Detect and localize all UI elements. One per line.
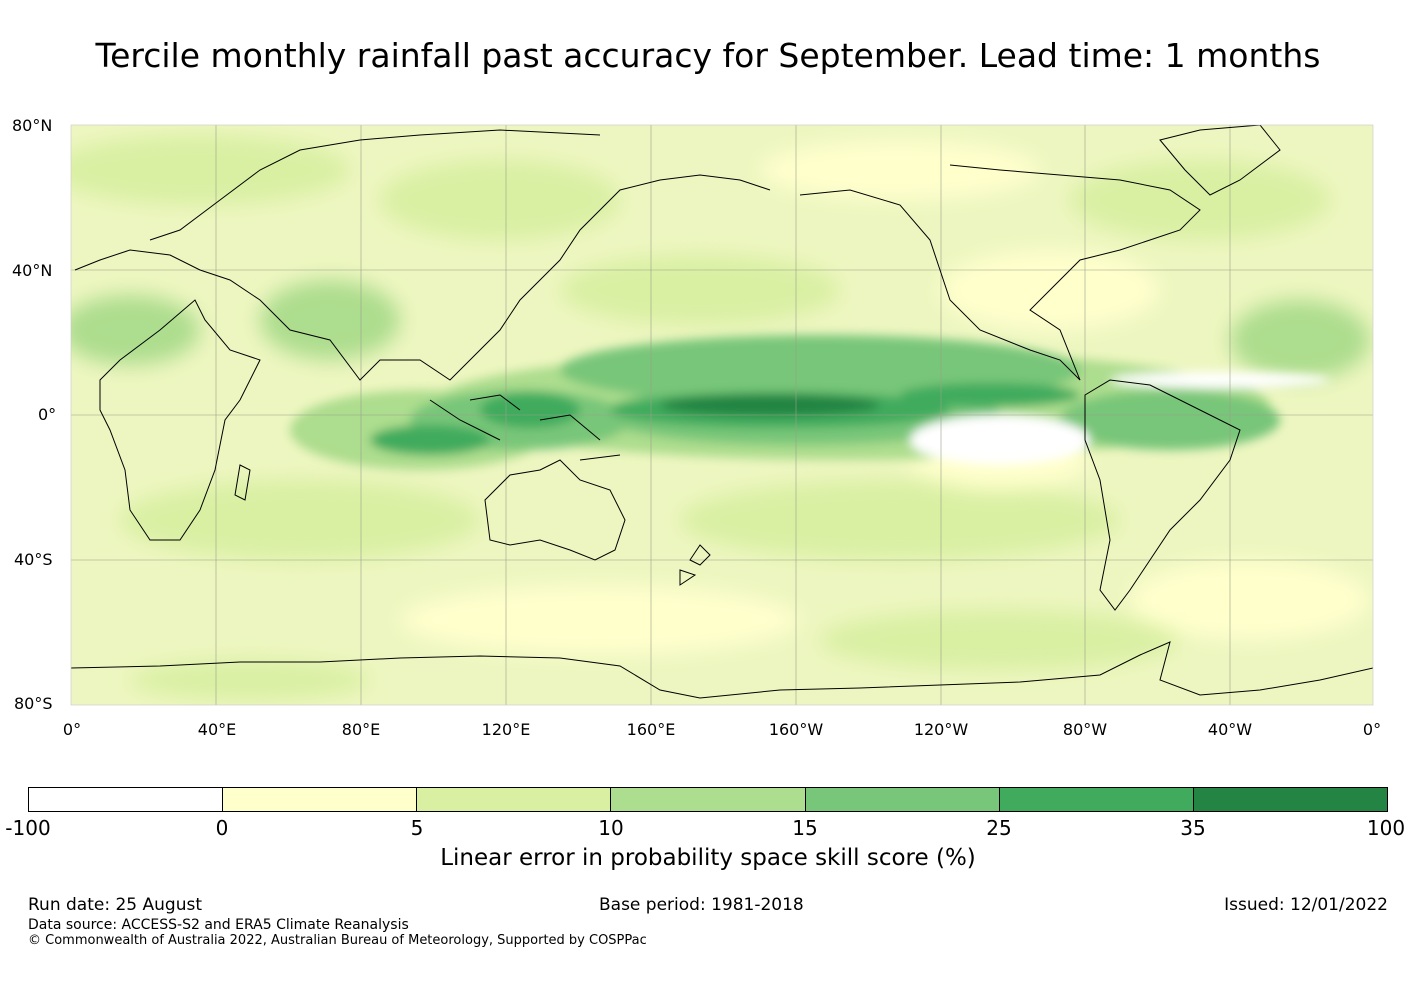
colorbar-segment	[1193, 788, 1387, 811]
colorbar-tick: 100	[1366, 816, 1406, 840]
skill-score-map	[70, 124, 1374, 706]
coastline-australia	[484, 459, 626, 561]
map-title: Tercile monthly rainfall past accuracy f…	[95, 36, 1321, 75]
coastline-greenland	[1159, 125, 1281, 196]
lat-label-40s: 40°S	[14, 550, 53, 569]
lon-label-0: 0°	[62, 720, 82, 739]
coastline-north-america	[799, 164, 1201, 381]
coastline-eurasia	[74, 129, 771, 381]
colorbar-tick: 0	[215, 816, 229, 840]
lon-label-40e: 40°E	[197, 720, 237, 739]
lon-label-120w: 120°W	[913, 720, 969, 739]
colorbar-tick: 10	[598, 816, 624, 840]
colorbar-segment	[611, 788, 806, 811]
lon-label-160e: 160°E	[626, 720, 676, 739]
run-date: Run date: 25 August	[28, 895, 202, 915]
colorbar-segment	[29, 788, 224, 811]
colorbar-tick: -100	[5, 816, 51, 840]
lat-label-80n: 80°N	[12, 116, 53, 135]
copyright: © Commonwealth of Australia 2022, Austra…	[28, 933, 647, 948]
map-field	[71, 125, 1373, 705]
coastline-new-zealand	[679, 544, 711, 586]
colorbar-tick: 25	[986, 816, 1012, 840]
colorbar-segment	[805, 788, 1000, 811]
lat-label-40n: 40°N	[12, 261, 53, 280]
coastline-antarctica	[71, 641, 1373, 699]
lon-label-80w: 80°W	[1062, 720, 1108, 739]
colorbar-label: Linear error in probability space skill …	[440, 845, 976, 871]
issued-date: Issued: 12/01/2022	[1224, 895, 1388, 915]
lon-label-160w: 160°W	[768, 720, 824, 739]
colorbar-tick: 5	[410, 816, 424, 840]
coastline-africa	[99, 299, 261, 541]
lat-label-80s: 80°S	[14, 694, 53, 713]
data-source: Data source: ACCESS-S2 and ERA5 Climate …	[28, 917, 409, 933]
coastline-indonesia	[429, 394, 621, 461]
lat-label-equator: 0°	[38, 405, 57, 424]
graticule	[71, 125, 1373, 705]
colorbar	[28, 787, 1388, 812]
colorbar-tick: 15	[792, 816, 818, 840]
lon-label-0-right: 0°	[1362, 720, 1382, 739]
colorbar-segment	[417, 788, 612, 811]
colorbar-tick: 35	[1180, 816, 1206, 840]
colorbar-segment	[223, 788, 418, 811]
map-frame	[70, 124, 1374, 706]
coastline-madagascar	[234, 464, 251, 501]
lon-label-120e: 120°E	[481, 720, 531, 739]
lon-label-40w: 40°W	[1207, 720, 1253, 739]
coastline-south-america	[1084, 379, 1241, 611]
base-period: Base period: 1981-2018	[599, 895, 804, 915]
coastlines	[71, 125, 1373, 699]
colorbar-segment	[999, 788, 1194, 811]
lon-label-80e: 80°E	[341, 720, 381, 739]
